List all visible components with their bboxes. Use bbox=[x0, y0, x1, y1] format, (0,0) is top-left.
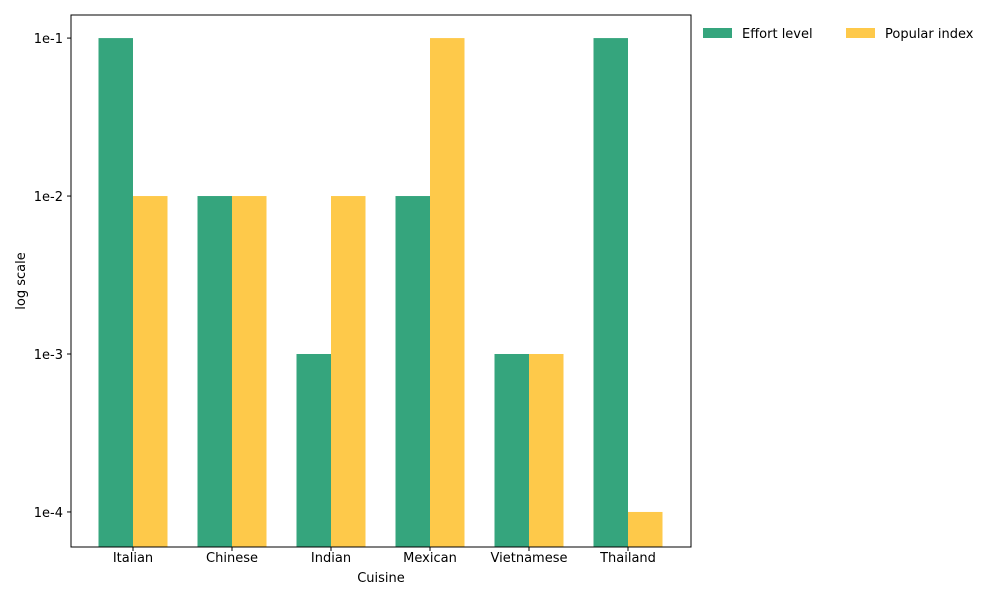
legend-label: Effort level bbox=[742, 27, 813, 42]
y-axis-label: log scale bbox=[14, 252, 29, 309]
x-tick-label: Chinese bbox=[206, 551, 258, 566]
bar-popular-index-mexican bbox=[430, 38, 465, 547]
legend: Effort level Popular index bbox=[703, 27, 974, 42]
y-tick-label: 1e-1 bbox=[34, 32, 63, 47]
x-tick-label: Thailand bbox=[599, 551, 656, 566]
x-axis: Italian Chinese Indian Mexican Vietnamese Tha… bbox=[113, 547, 656, 566]
bar-popular-index-vietnamese bbox=[529, 353, 564, 547]
x-tick-label: Mexican bbox=[403, 551, 457, 566]
bar-effort-level-chinese bbox=[197, 196, 232, 548]
bar-effort-level-indian bbox=[296, 353, 331, 547]
bar-popular-index-indian bbox=[331, 196, 366, 548]
bar-effort-level-vietnamese bbox=[494, 353, 529, 547]
x-axis-label: Cuisine bbox=[357, 571, 405, 586]
bar-effort-level-italian bbox=[98, 38, 133, 547]
legend-label: Popular index bbox=[885, 27, 974, 42]
bar-popular-index-chinese bbox=[232, 196, 267, 548]
bar-popular-index-italian bbox=[133, 196, 168, 548]
x-tick-label: Italian bbox=[113, 551, 153, 566]
x-tick-label: Vietnamese bbox=[491, 551, 568, 566]
y-tick-label: 1e-4 bbox=[34, 506, 63, 521]
bar-popular-index-thailand bbox=[628, 511, 663, 547]
legend-swatch bbox=[846, 28, 875, 38]
y-tick-label: 1e-2 bbox=[34, 190, 63, 205]
bar-effort-level-thailand bbox=[593, 38, 628, 547]
y-axis: 1e-1 1e-2 1e-3 1e-4 bbox=[34, 32, 71, 521]
bars-layer bbox=[98, 38, 663, 548]
plot-frame bbox=[70, 14, 692, 548]
legend-swatch bbox=[703, 28, 732, 38]
bar-effort-level-mexican bbox=[395, 196, 430, 548]
x-tick-label: Indian bbox=[311, 551, 351, 566]
y-tick-label: 1e-3 bbox=[34, 348, 63, 363]
